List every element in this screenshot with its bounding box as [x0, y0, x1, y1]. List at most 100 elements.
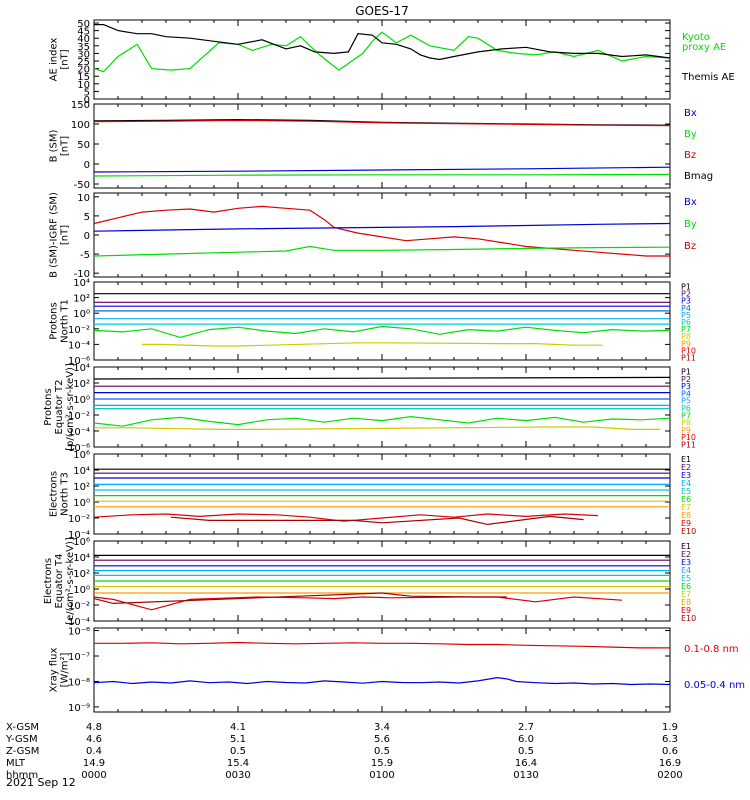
y-axis-label: Electrons [49, 471, 60, 517]
y-tick-label: 10⁰ [73, 309, 90, 320]
ephemeris-value: 0130 [513, 770, 538, 781]
y-axis-label: [nT] [60, 225, 71, 245]
legend-label: Bz [684, 150, 696, 161]
legend-label: Bz [684, 241, 696, 252]
ephemeris-value: 0000 [81, 770, 106, 781]
legend-label: Bx [684, 108, 697, 119]
y-tick-label: 10⁻⁶ [68, 627, 90, 638]
legend-label: P6 [681, 318, 691, 327]
ephemeris-value: 3.4 [374, 722, 390, 733]
legend-label: P4 [681, 389, 691, 398]
y-tick-label: 10⁻⁶ [68, 356, 90, 367]
date-label: 2021 Sep 12 [6, 776, 76, 789]
y-tick-label: 0 [84, 95, 90, 106]
series-line-0-1-0-8-nm [94, 641, 670, 649]
legend-label: 0.05-0.4 nm [684, 680, 745, 691]
ephemeris-value: 0.6 [662, 746, 678, 757]
legend-label: P10 [681, 433, 696, 442]
legend-label: E5 [681, 487, 691, 496]
legend-label: P2 [681, 375, 691, 384]
legend-label: By [684, 129, 697, 140]
y-axis-label: North T3 [60, 472, 71, 516]
series-line-e10 [170, 515, 584, 526]
y-tick-label: 10⁴ [73, 363, 90, 374]
legend-label: P1 [681, 283, 691, 292]
ephemeris-row-label: Y-GSM [5, 734, 38, 745]
y-axis-label: Electrons [43, 558, 54, 604]
series-line-0-05-0-4-nm [93, 676, 671, 686]
legend-label: P8 [681, 332, 691, 341]
legend-label: E9 [681, 606, 691, 615]
y-tick-label: 35 [77, 42, 90, 53]
panel-8: 10⁻⁹ 10⁻⁸ 10⁻⁷ 10⁻⁶ Xray flux [W/m²] 0.1-0.8 n… [49, 627, 746, 714]
legend-label: P3 [681, 382, 691, 391]
legend-label: E2 [681, 463, 691, 472]
ephemeris-value: 0.5 [374, 746, 390, 757]
y-tick-label: 10⁻² [68, 411, 90, 422]
legend-label: Bx [684, 197, 697, 208]
y-tick-label: 10⁻⁴ [68, 340, 90, 351]
series-line-kyoto [93, 31, 671, 73]
legend-label: E1 [681, 542, 691, 551]
series-line-p1 [93, 376, 671, 380]
ephemeris-value: 14.9 [83, 758, 105, 769]
legend-label: E7 [681, 590, 691, 599]
y-tick-label: 50 [77, 19, 90, 30]
y-tick-label: -10 [74, 269, 90, 280]
y-axis-label: Equator T4 [54, 554, 65, 609]
ephemeris-row-label: MLT [6, 758, 26, 769]
y-axis-label: [W/m²] [60, 652, 71, 687]
y-axis-label: AE index [49, 38, 60, 82]
y-tick-label: 10⁰ [73, 395, 90, 406]
panel-3: -10 -5 0 5 10 B (SM)-IGRF (SM) [nT] Bx By Bz [49, 192, 697, 280]
series-line-bx [93, 166, 671, 173]
ephemeris-row-label: hhmm [6, 770, 38, 781]
legend-label: P10 [681, 346, 696, 355]
y-tick-label: 25 [77, 57, 90, 68]
panel-frame [93, 627, 671, 713]
y-tick-label: 10⁶ [73, 537, 90, 548]
plot-title: GOES-17 [355, 4, 409, 18]
legend-label: E10 [681, 527, 696, 536]
series-line-p8 [94, 426, 661, 430]
series-line-p7 [93, 415, 671, 427]
y-tick-label: 0 [84, 160, 90, 171]
ephemeris-value: 0100 [369, 770, 394, 781]
ephemeris-value: 0.4 [86, 746, 102, 757]
ephemeris-value: 15.9 [371, 758, 393, 769]
y-tick-label: 10² [73, 379, 90, 390]
y-tick-label: 5 [84, 212, 90, 223]
legend-label: E4 [681, 479, 691, 488]
legend-label: Bmag [684, 171, 713, 182]
ephemeris-row-label: Z-GSM [6, 746, 39, 757]
y-tick-label: 100 [71, 120, 90, 131]
ephemeris-value: 4.8 [86, 722, 102, 733]
legend-label: E10 [681, 614, 696, 623]
ephemeris-value: 0.5 [230, 746, 246, 757]
y-tick-label: -50 [74, 180, 90, 191]
legend-label: proxy AE [682, 42, 726, 53]
ephemeris-value: 16.9 [659, 758, 681, 769]
y-tick-label: 10⁻⁴ [68, 530, 90, 541]
ephemeris-value: 2.7 [518, 722, 534, 733]
ephemeris-value: 4.1 [230, 722, 246, 733]
ephemeris-value: 4.6 [86, 734, 102, 745]
y-axis-label: Xray flux [49, 648, 60, 693]
legend-label: P5 [681, 397, 691, 406]
y-tick-label: 10⁴ [73, 466, 90, 477]
y-tick-label: 10⁰ [73, 585, 90, 596]
y-axis-label: Protons [43, 388, 54, 425]
ephemeris-value: 6.3 [662, 734, 678, 745]
legend-label: P4 [681, 304, 691, 313]
legend-label: Themis AE [681, 72, 735, 83]
legend-label: By [684, 219, 697, 230]
y-tick-label: 10⁰ [73, 498, 90, 509]
y-tick-label: 10⁻⁶ [68, 443, 90, 454]
y-axis-label: [nT] [60, 136, 71, 156]
legend-label: E1 [681, 455, 691, 464]
ephemeris-value: 0030 [225, 770, 250, 781]
legend-label: P1 [681, 368, 691, 377]
legend-label: P11 [681, 353, 696, 362]
